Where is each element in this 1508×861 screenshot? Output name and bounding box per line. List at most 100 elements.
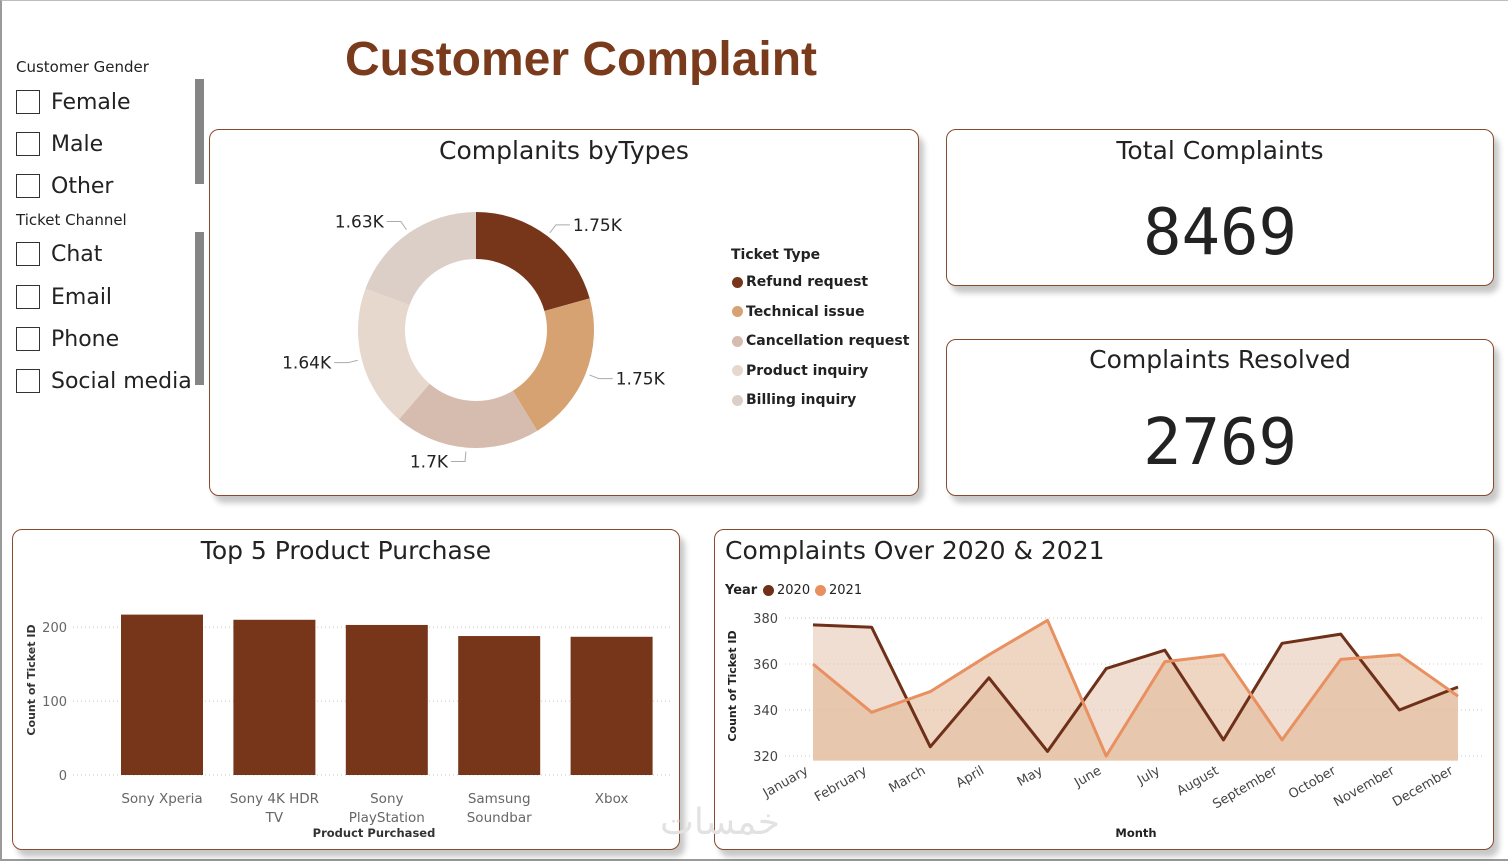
y-tick-label: 360 xyxy=(753,658,778,673)
series-line xyxy=(812,623,1459,753)
legend-swatch xyxy=(732,365,743,376)
bar-chart: 0 100 200 Sony Xperia Sony 4K HDR TV Sony PlayS… xyxy=(25,614,673,840)
option-label: Phone xyxy=(51,326,120,352)
legend-item[interactable]: Product inquiry xyxy=(732,363,868,379)
leader-line xyxy=(386,221,407,231)
x-tick-label: February xyxy=(812,763,870,805)
gender-slicer-title: Customer Gender xyxy=(16,58,149,76)
donut-slice xyxy=(398,383,538,448)
option-label: Email xyxy=(51,284,113,310)
page-title: Customer Complaint xyxy=(345,33,818,86)
top-products-card: Top 5 Product Purchase 0 100 200 Sony Xperi… xyxy=(12,529,680,850)
legend-swatch xyxy=(815,585,826,596)
gender-option-other[interactable]: Other xyxy=(16,171,113,201)
y-tick-label: 200 xyxy=(42,621,67,636)
legend-swatch xyxy=(732,276,743,288)
kpi-value: 8469 xyxy=(1142,196,1298,270)
complaints-by-type-card: Complanits byTypes 1.75K 1.75K 1.7K 1.64K 1.… xyxy=(209,129,919,496)
kpi-label: Complaints Resolved xyxy=(1089,345,1351,374)
x-tick-label: Sony Xperia xyxy=(121,791,202,807)
kpi-label: Total Complaints xyxy=(1116,136,1324,165)
legend-swatch xyxy=(763,585,774,596)
gender-option-female[interactable]: Female xyxy=(16,87,131,117)
legend-item[interactable]: 2021 xyxy=(815,583,862,598)
x-tick-label: January xyxy=(760,763,811,801)
x-tick-label: December xyxy=(1390,763,1456,810)
bar xyxy=(458,636,541,775)
legend-title: Ticket Type xyxy=(731,247,821,263)
channel-option-email[interactable]: Email xyxy=(16,282,112,312)
legend-swatch xyxy=(732,394,743,406)
x-tick-label: July xyxy=(1134,763,1163,788)
checkbox[interactable] xyxy=(16,90,40,114)
checkbox[interactable] xyxy=(16,369,40,393)
chart-title: Complaints Over 2020 & 2021 xyxy=(725,536,1105,565)
legend-label: Refund request xyxy=(746,274,869,290)
checkbox[interactable] xyxy=(16,327,40,351)
legend-label: 2020 xyxy=(777,583,811,598)
leader-line xyxy=(451,451,467,463)
legend-title: Year xyxy=(725,583,758,598)
x-tick-label: Sony 4K HDR xyxy=(230,791,319,807)
gender-slicer-scrollbar[interactable] xyxy=(195,79,204,184)
leader-line xyxy=(589,374,613,380)
data-label: 1.75K xyxy=(573,216,623,236)
y-tick-label: 340 xyxy=(753,704,778,719)
y-tick-label: 380 xyxy=(753,612,778,627)
channel-option-phone[interactable]: Phone xyxy=(16,324,119,354)
y-tick-label: 100 xyxy=(42,695,67,710)
legend-swatch xyxy=(732,335,743,347)
y-tick-label: 0 xyxy=(59,769,67,784)
donut-slice xyxy=(512,298,594,431)
area-chart: 320 340 360 380 January February March April May… xyxy=(726,612,1483,840)
channel-option-chat[interactable]: Chat xyxy=(16,239,102,269)
channel-option-social-media[interactable]: Social media xyxy=(16,366,192,396)
legend-item[interactable]: Cancellation request xyxy=(732,333,909,349)
chart-title: Complanits byTypes xyxy=(439,136,689,165)
x-tick-label: PlayStation xyxy=(349,810,425,826)
total-complaints-card: Total Complaints 8469 xyxy=(946,129,1494,286)
data-label: 1.7K xyxy=(410,453,449,473)
x-tick-label: TV xyxy=(265,810,284,826)
y-tick-label: 320 xyxy=(753,750,778,765)
legend-item[interactable]: Technical issue xyxy=(732,304,865,320)
option-label: Other xyxy=(51,173,114,199)
legend-item[interactable]: 2020 xyxy=(763,583,810,598)
gender-option-male[interactable]: Male xyxy=(16,129,103,159)
legend-label: Cancellation request xyxy=(746,333,910,349)
x-tick-label: September xyxy=(1210,763,1280,812)
legend-label: 2021 xyxy=(829,583,863,598)
bar xyxy=(233,619,316,775)
option-label: Social media xyxy=(51,368,192,394)
complaints-over-time-card: Complaints Over 2020 & 2021 Year 2020 202… xyxy=(714,529,1494,850)
legend-label: Product inquiry xyxy=(746,362,869,379)
legend-item[interactable]: Billing inquiry xyxy=(732,392,856,408)
legend-label: Billing inquiry xyxy=(746,392,857,408)
leader-line xyxy=(334,359,358,364)
x-tick-label: Samsung xyxy=(468,791,531,807)
bar xyxy=(570,636,653,775)
channel-slicer-scrollbar[interactable] xyxy=(195,232,204,385)
data-label: 1.63K xyxy=(335,213,385,233)
watermark: خمسات xyxy=(660,802,781,843)
option-label: Female xyxy=(51,89,131,115)
donut-slice xyxy=(476,212,590,311)
option-label: Chat xyxy=(51,241,103,267)
legend-item[interactable]: Refund request xyxy=(732,274,868,290)
legend-swatch xyxy=(732,306,743,317)
donut-slice xyxy=(365,212,476,306)
checkbox[interactable] xyxy=(16,174,40,198)
checkbox[interactable] xyxy=(16,242,40,266)
bar xyxy=(345,624,428,775)
checkbox[interactable] xyxy=(16,132,40,156)
bar xyxy=(121,614,203,775)
kpi-value: 2769 xyxy=(1142,406,1298,480)
legend-label: Technical issue xyxy=(746,303,865,320)
x-tick-label: Sony xyxy=(370,791,403,807)
checkbox[interactable] xyxy=(16,285,40,309)
y-axis-title: Count of Ticket ID xyxy=(726,630,739,741)
option-label: Male xyxy=(51,131,104,157)
donut-slice xyxy=(358,288,430,420)
x-tick-label: Xbox xyxy=(595,791,629,807)
